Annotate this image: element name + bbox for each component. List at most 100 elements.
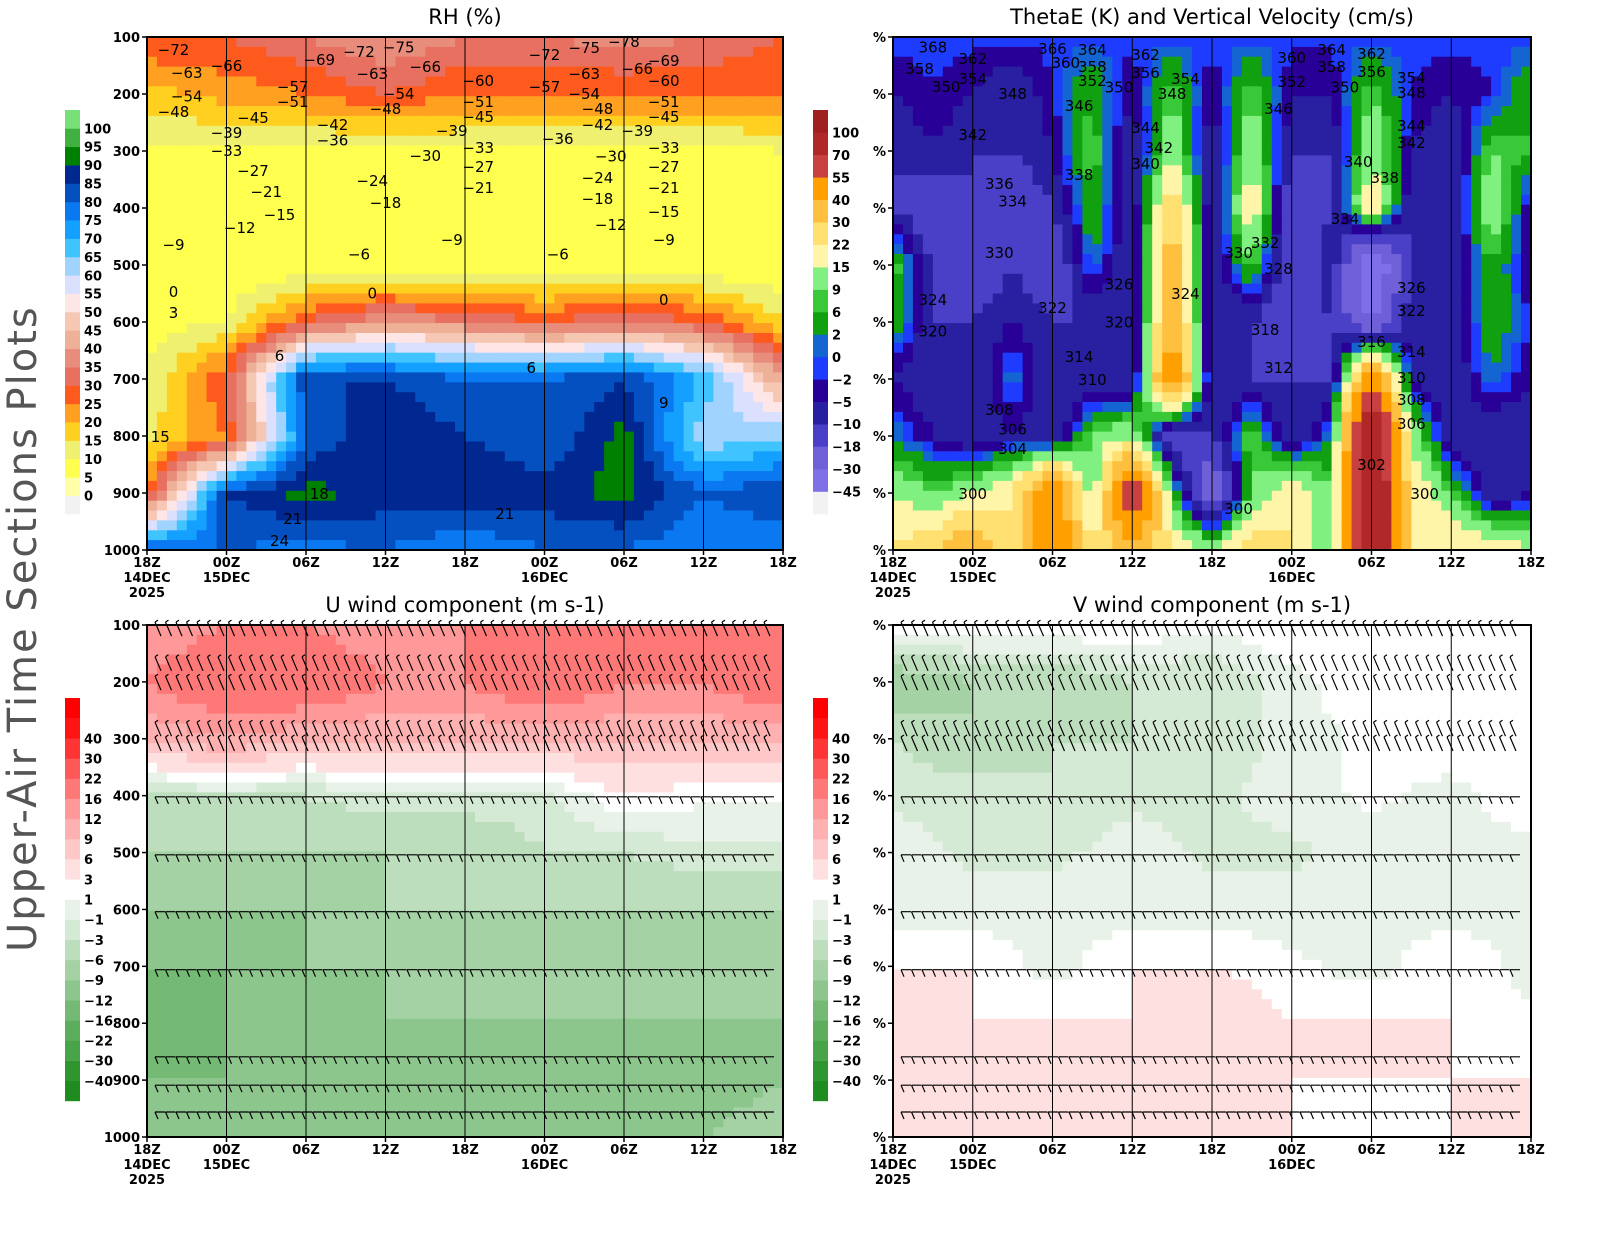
- field-cell: [216, 303, 228, 314]
- field-cell: [355, 411, 367, 423]
- field-cell: [1192, 352, 1203, 364]
- field-cell: [1122, 214, 1133, 226]
- field-cell: [256, 333, 267, 344]
- field-cell: [415, 382, 426, 393]
- field-cell: [1142, 204, 1153, 216]
- field-cell: [1162, 86, 1173, 97]
- field-cell: [236, 194, 247, 206]
- field-cell: [564, 106, 575, 117]
- field-cell: [474, 125, 486, 137]
- field-cell: [972, 323, 984, 334]
- field-cell: [494, 352, 506, 364]
- field-cell: [753, 382, 764, 393]
- field-cell: [912, 283, 924, 295]
- field-cell: [415, 372, 426, 383]
- field-cell: [484, 194, 496, 206]
- field-cell: [286, 125, 297, 137]
- field-cell: [942, 480, 954, 492]
- field-cell: [952, 500, 964, 512]
- field-cell: [246, 451, 257, 462]
- field-cell: [653, 76, 665, 87]
- field-cell: [992, 254, 1004, 265]
- field-cell: [982, 313, 994, 324]
- field-cell: [604, 175, 615, 186]
- field-cell: [1002, 342, 1014, 354]
- field-cell: [753, 333, 764, 344]
- field-cell: [1132, 86, 1143, 97]
- field-cell: [345, 254, 357, 265]
- field-cell: [1132, 540, 1143, 551]
- field-cell: [942, 106, 954, 117]
- field-cell: [713, 224, 724, 235]
- field-cell: [395, 115, 406, 127]
- field-cell: [494, 224, 506, 235]
- field-cell: [564, 234, 575, 245]
- field-cell: [315, 461, 327, 472]
- field-cell: [156, 263, 168, 275]
- field-cell: [156, 66, 168, 78]
- field-cell: [952, 323, 964, 334]
- field-cell: [643, 234, 655, 245]
- field-cell: [1112, 234, 1123, 245]
- field-cell: [335, 273, 347, 285]
- field-cell: [1172, 254, 1183, 265]
- field-cell: [226, 333, 237, 344]
- field-cell: [992, 234, 1004, 245]
- field-cell: [166, 165, 178, 176]
- field-cell: [306, 342, 317, 354]
- field-cell: [1122, 244, 1133, 255]
- field-cell: [246, 204, 257, 216]
- field-cell: [972, 352, 984, 364]
- field-cell: [624, 115, 635, 127]
- field-cell: [355, 293, 367, 304]
- field-cell: [1172, 194, 1183, 206]
- field-cell: [425, 244, 436, 255]
- field-cell: [1082, 342, 1093, 354]
- field-cell: [524, 283, 536, 295]
- field-cell: [653, 224, 665, 235]
- field-cell: [1172, 500, 1183, 512]
- field-cell: [673, 352, 685, 364]
- field-cell: [1052, 76, 1064, 87]
- field-cell: [306, 76, 317, 87]
- field-cell: [763, 323, 774, 334]
- field-cell: [1122, 106, 1133, 117]
- field-cell: [1132, 96, 1143, 107]
- field-cell: [1122, 441, 1133, 452]
- field-cell: [564, 520, 575, 531]
- field-cell: [614, 480, 625, 492]
- field-cell: [594, 263, 605, 275]
- field-cell: [893, 323, 904, 334]
- field-cell: [494, 254, 506, 265]
- field-cell: [1052, 56, 1064, 68]
- field-cell: [723, 46, 734, 58]
- field-cell: [962, 135, 974, 147]
- field-cell: [982, 392, 994, 403]
- field-cell: [395, 461, 406, 472]
- field-cell: [395, 490, 406, 502]
- field-cell: [1202, 254, 1213, 265]
- field-cell: [345, 135, 357, 147]
- field-cell: [1042, 480, 1054, 492]
- field-cell: [703, 254, 714, 265]
- field-cell: [415, 76, 426, 87]
- field-cell: [1112, 372, 1123, 383]
- field-cell: [315, 214, 327, 226]
- field-cell: [614, 66, 625, 78]
- field-cell: [415, 135, 426, 147]
- field-cell: [276, 333, 287, 344]
- field-cell: [186, 471, 198, 482]
- field-cell: [1062, 490, 1074, 502]
- field-cell: [534, 490, 546, 502]
- field-cell: [335, 66, 347, 78]
- field-cell: [544, 96, 555, 107]
- field-cell: [425, 185, 436, 196]
- field-cell: [753, 254, 764, 265]
- field-cell: [166, 333, 178, 344]
- field-cell: [574, 480, 585, 492]
- field-cell: [335, 244, 347, 255]
- field-cell: [1002, 431, 1014, 443]
- field-cell: [176, 372, 188, 383]
- field-cell: [335, 155, 347, 166]
- field-cell: [256, 402, 267, 413]
